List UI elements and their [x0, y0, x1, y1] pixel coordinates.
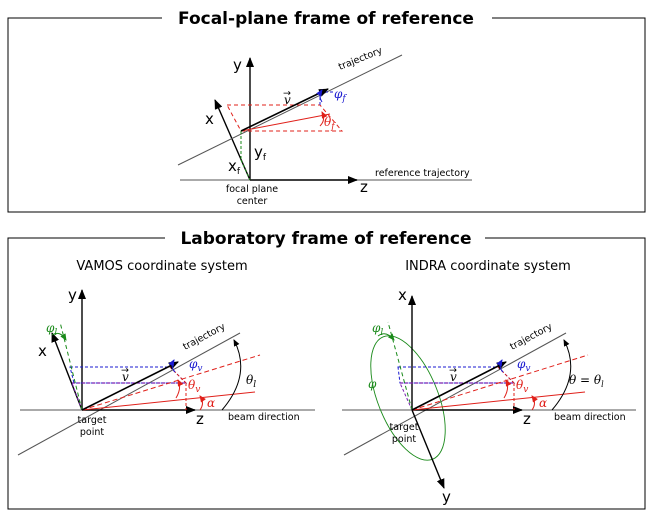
indra-label-vector: v	[450, 370, 457, 384]
phi-arc	[316, 89, 323, 103]
indra-phi-ellipse	[370, 335, 446, 461]
indra-label-alpha: α	[539, 396, 547, 410]
indra-alpha-arc	[531, 395, 538, 411]
vamos-label-trajectory: trajectory	[181, 321, 227, 353]
indra-phi-v-arc	[496, 359, 504, 373]
vamos-label-vector: v	[122, 370, 129, 384]
indra-origin-2: point	[392, 434, 417, 445]
label-y: y	[233, 56, 242, 74]
label-xf: xf	[228, 157, 241, 177]
vamos-phi-v-arc	[168, 359, 176, 373]
theta-arc	[319, 111, 328, 127]
indra-y-axis	[411, 409, 445, 489]
indra-theta-arc	[551, 339, 572, 411]
velocity-vector	[240, 88, 329, 132]
indra-theta-v-arc	[503, 379, 512, 399]
vamos-phi-l-arc	[51, 332, 67, 341]
vamos-label-y: y	[68, 286, 77, 304]
vamos-diagram: VAMOS coordinate system y	[17, 259, 315, 456]
label-vector-v: v	[284, 93, 291, 107]
vamos-label-theta-l: θl	[246, 373, 256, 390]
vamos-red-dash-3	[81, 354, 261, 411]
vamos-velocity-vector	[81, 361, 179, 411]
vamos-x-axis	[51, 332, 83, 411]
indra-label-phi: φ	[368, 377, 377, 391]
indra-label-phi-v: φv	[517, 357, 531, 374]
top-panel: Focal-plane frame of reference y x z yf …	[7, 6, 646, 213]
indra-label-z: z	[523, 410, 531, 428]
vamos-label-beam: beam direction	[228, 412, 300, 423]
indra-diagram: INDRA coordinate system	[342, 259, 636, 506]
indra-phi-l-arc	[377, 333, 395, 341]
label-x: x	[205, 110, 214, 128]
label-phi-f: φf	[334, 87, 347, 104]
indra-red-dash-3	[411, 354, 589, 411]
indra-label-beam: beam direction	[554, 412, 626, 423]
label-origin-1: focal plane	[226, 184, 278, 195]
indra-green-dash	[387, 321, 413, 411]
trajectory-line	[177, 54, 403, 166]
vamos-trajectory-line	[17, 332, 241, 456]
bottom-panel: Laboratory frame of reference VAMOS coor…	[7, 226, 646, 510]
vamos-alpha-arc	[199, 395, 206, 411]
label-yf: yf	[254, 143, 267, 163]
indra-velocity-vector	[411, 361, 507, 411]
label-trajectory: trajectory	[337, 45, 384, 73]
vector-arrow-accent: →	[283, 88, 291, 99]
vamos-green-dash	[59, 321, 83, 411]
indra-origin-1: target	[390, 422, 419, 433]
label-origin-2: center	[237, 196, 268, 207]
top-title-bg	[162, 6, 492, 30]
vamos-vector-accent: →	[121, 365, 129, 376]
vamos-red-dash-1	[169, 366, 187, 384]
indra-vector-accent: →	[449, 365, 457, 376]
indra-label-phi-l: φl	[372, 321, 383, 338]
vamos-origin-2: point	[80, 427, 105, 438]
bottom-panel-frame	[7, 237, 646, 510]
vamos-subtitle: VAMOS coordinate system	[76, 259, 247, 274]
bottom-title-bg	[165, 226, 485, 250]
indra-label-theta-eq: θ = θl	[569, 373, 604, 389]
vamos-label-alpha: α	[207, 396, 215, 410]
vamos-label-theta-v: θv	[188, 378, 200, 395]
xf-green-dash	[240, 159, 251, 181]
vamos-theta-l-arc	[221, 339, 242, 411]
indra-red-dash-1	[497, 366, 515, 384]
theta-projection-line	[240, 113, 331, 132]
label-theta-f: θf	[324, 115, 336, 132]
indra-label-y: y	[442, 488, 451, 506]
indra-label-trajectory: trajectory	[508, 321, 554, 353]
vamos-label-phi-l: φl	[46, 321, 57, 338]
indra-red-line	[411, 391, 586, 411]
vamos-label-phi-v: φv	[189, 357, 203, 374]
indra-subtitle: INDRA coordinate system	[405, 259, 571, 274]
top-panel-title: Focal-plane frame of reference	[178, 9, 474, 29]
label-reference-trajectory: reference trajectory	[375, 168, 470, 179]
vamos-label-x: x	[38, 342, 47, 360]
indra-label-x: x	[398, 286, 407, 304]
projection-plane	[226, 104, 344, 132]
label-z: z	[360, 178, 368, 196]
indra-label-theta-v: θv	[516, 378, 528, 395]
vamos-theta-v-arc	[175, 379, 184, 399]
bottom-panel-title: Laboratory frame of reference	[180, 229, 471, 249]
indra-trajectory-line	[343, 332, 567, 456]
vamos-origin-1: target	[78, 415, 107, 426]
vamos-red-line	[81, 391, 256, 411]
vamos-label-z: z	[196, 410, 204, 428]
